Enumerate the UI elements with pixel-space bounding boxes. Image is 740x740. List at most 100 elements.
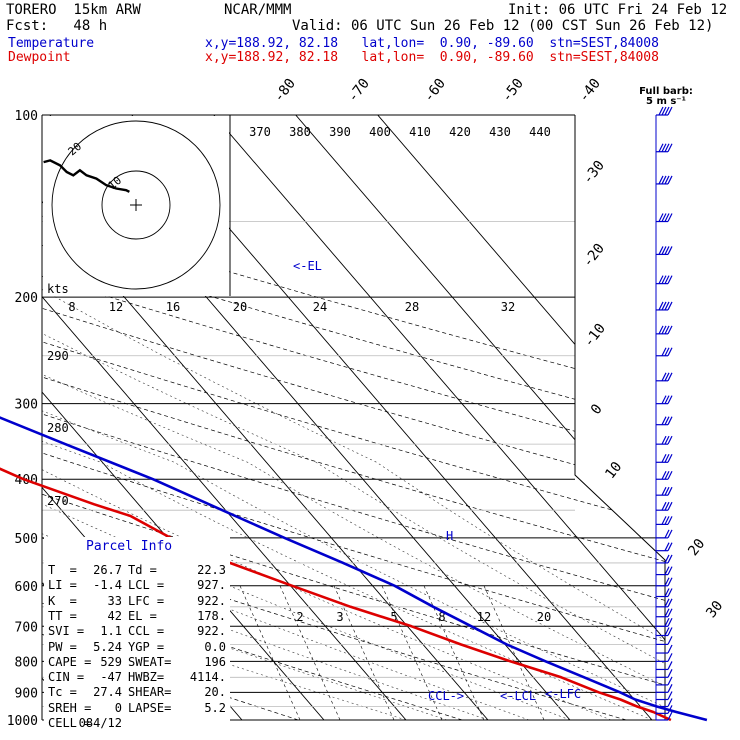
temperature-legend: Temperature [8,36,95,51]
isotherm-label: -20 [580,241,608,271]
parcel-info-cell: SHEAR= [128,685,172,700]
mixing-ratio-label: 8 [438,610,445,624]
mixing-ratio-upper-label: 32 [501,300,515,314]
parcel-info-cell: PW = [48,639,77,654]
hodograph-ring [101,170,171,240]
pressure-tick-label: 200 [15,291,38,306]
theta-e-label: 400 [369,125,391,139]
organization: NCAR/MMM [224,2,292,18]
theta-e-label: 430 [489,125,511,139]
temperature-trace [0,416,708,722]
chart-annotation: H [446,529,453,543]
wind-barb [656,275,673,285]
moist-adiabat-line [42,221,653,720]
isotherm-label: -80 [271,76,299,106]
parcel-info-cell: 0 [114,700,122,715]
parcel-info-cell: CCL = [128,624,165,639]
dewpoint-legend: Dewpoint [8,50,71,65]
mixing-ratio-label: 5 [390,610,397,624]
theta-label: 280 [47,421,69,435]
parcel-info-cell: HWBZ= [128,670,165,685]
parcel-info-cell: 42 [107,608,122,623]
parcel-info-cell: 529 [100,654,122,669]
chart-annotation: <-LCL [500,689,536,703]
pressure-tick-label: 100 [15,109,38,124]
hodograph-units: kts [47,282,69,296]
forecast-hour: Fcst: 48 h [6,18,108,34]
parcel-info-cell: SWEAT= [128,654,172,669]
theta-e-label: 410 [409,125,431,139]
parcel-info-cell: T = [48,563,77,577]
mixing-ratio-upper-label: 20 [233,300,247,314]
parcel-info-title: Parcel Info [86,539,173,554]
chart-annotation: CCL-> [428,689,464,703]
isotherm-label: -30 [580,158,608,188]
wind-barb [656,588,673,598]
theta-e-label: 390 [329,125,351,139]
wind-barb [656,598,673,608]
wind-barb [656,435,673,445]
pressure-tick-label: 600 [15,580,38,595]
moist-adiabat-line [42,221,665,720]
model-name: TORERO 15km ARW [6,2,141,18]
parcel-info-cell: 1.1 [100,624,122,639]
wind-barb [656,501,673,511]
theta-label: 270 [47,494,69,508]
isotherm-label: 10 [602,459,625,482]
parcel-info-cell: CIN = [48,670,85,685]
parcel-info-cell: SVI = [48,624,85,639]
parcel-info-cell: YGP = [128,639,165,654]
parcel-info-cell: CELL = [48,716,92,730]
isotherm-label: 30 [703,598,726,621]
wind-barb [656,661,673,671]
parcel-info-cell: TT = [48,608,77,623]
wind-barb [656,705,673,714]
pressure-tick-label: 1000 [7,714,38,729]
wind-barb [656,529,673,539]
axis-right [574,115,666,720]
parcel-info-cell: 922. [197,624,226,639]
wind-barb [656,143,673,153]
isotherm-label: -40 [576,76,604,106]
pressure-tick-label: 500 [15,532,38,547]
wind-barb [656,566,673,576]
wind-barb [656,711,673,721]
mixing-ratio-upper-label: 24 [313,300,327,314]
parcel-info-cell: 5.2 [204,700,226,715]
wind-barb [656,676,673,686]
theta-e-label: 440 [529,125,551,139]
mixing-ratio-label: 12 [477,610,491,624]
pressure-tick-label: 800 [15,655,38,670]
parcel-info-cell: LFC = [128,593,165,608]
wind-barb [656,636,673,646]
moist-adiabat-line [42,221,665,720]
chart-annotation: <-EL [293,259,322,273]
mixing-ratio-line [239,585,301,720]
wind-barb [656,698,673,708]
mixing-ratio-label: 2 [296,610,303,624]
wind-barb [656,542,673,552]
wind-barb [656,554,673,564]
isotherm-label: -10 [581,321,609,351]
init-time: Init: 06 UTC Fri 24 Feb 12 [508,2,728,18]
parcel-info-cell: 196 [204,654,226,669]
hodograph-ring [51,120,221,290]
parcel-info-panel: Parcel Info T = 26.7 Td = 22.3 LI = -1.4 LCL =… [44,537,230,730]
chart-annotation: <-LFC [545,687,581,701]
dewpoint-trace [0,467,672,722]
mixing-ratio-label: 20 [537,610,551,624]
isotherm-line [377,115,665,720]
parcel-info-cell: 22.3 [197,563,226,577]
parcel-info-cell: 0.0 [204,639,226,654]
wind-barb [656,372,673,382]
wind-barb [656,454,673,463]
isotherm-label: 20 [685,536,708,559]
theta-e-label: 380 [289,125,311,139]
hodograph-trace [43,159,130,193]
isotherm-label: 0 [588,401,606,417]
mixing-ratio-line [279,585,341,720]
mixing-ratio-line [381,585,443,720]
wind-barb [656,106,673,116]
wind-barb [656,669,673,678]
wind-barb [656,627,673,637]
